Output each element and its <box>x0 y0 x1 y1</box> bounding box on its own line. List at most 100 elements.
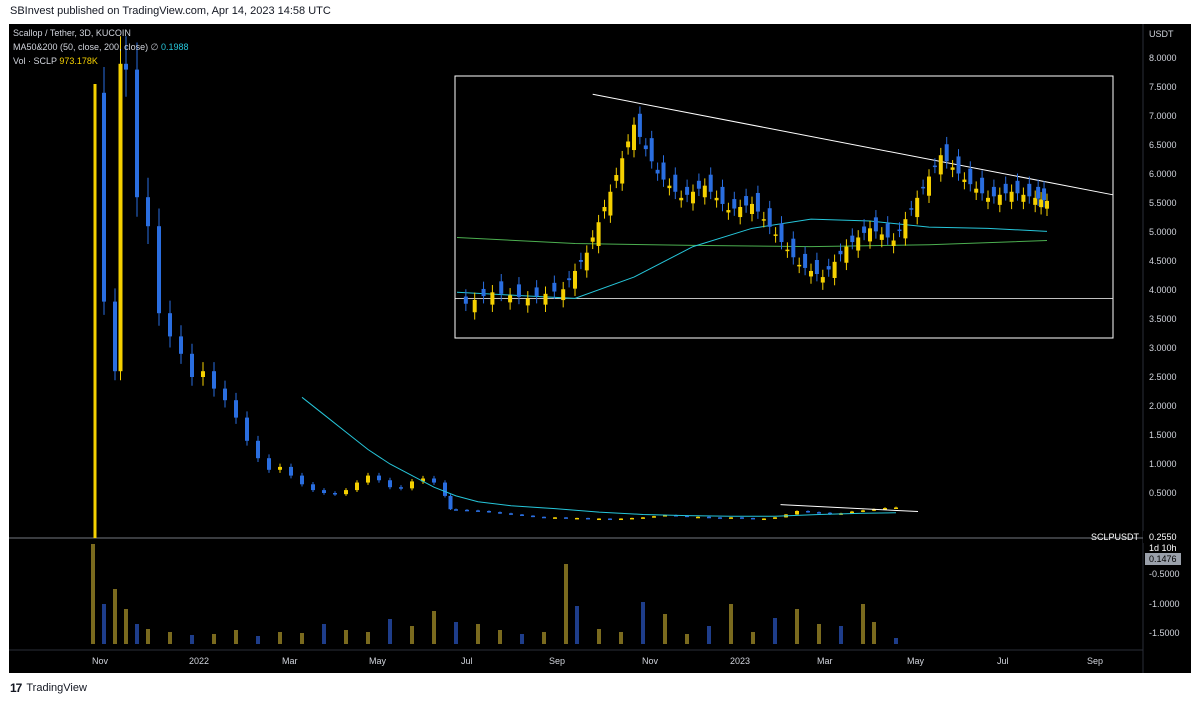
inset-candle-body <box>885 223 890 238</box>
volume-bar <box>542 632 546 644</box>
inset-candle-body <box>956 156 961 174</box>
candle-body <box>278 466 282 470</box>
candle-body <box>168 313 172 337</box>
candle-body <box>619 518 623 521</box>
candle-body <box>773 517 777 519</box>
candle-body <box>883 508 887 510</box>
inset-candle-body <box>696 180 701 189</box>
publish-header: SBInvest published on TradingView.com, A… <box>10 5 331 17</box>
volume-bar <box>124 609 128 644</box>
inset-candle-body <box>481 288 486 297</box>
candle-body <box>465 509 469 512</box>
volume-bar <box>432 611 436 644</box>
volume-bar <box>91 544 95 644</box>
candle-body <box>762 518 766 521</box>
candle-body <box>234 400 238 418</box>
time-tick-label: May <box>369 656 387 666</box>
inset-candle-body <box>614 175 619 181</box>
inset-candle-body <box>708 174 713 192</box>
legend-ma-line[interactable]: MA50&200 (50, close, 200, close) ∅ 0.198… <box>13 40 188 54</box>
inset-candle-body <box>832 261 837 278</box>
price-tick-label: 3.0000 <box>1149 343 1177 353</box>
inset-candle-body <box>525 298 530 306</box>
inset-candle-body <box>637 113 642 137</box>
inset-candle-body <box>803 253 808 268</box>
price-tick-label: 8.0000 <box>1149 53 1177 63</box>
candle-body <box>157 226 161 314</box>
time-tick-label: Sep <box>1087 656 1103 666</box>
inset-candle-body <box>691 191 695 204</box>
volume-bar <box>300 633 304 644</box>
volume-bar <box>212 634 216 644</box>
price-tick-label: 6.5000 <box>1149 140 1177 150</box>
legend-vol-value: 973.178K <box>59 56 98 66</box>
volume-bar <box>795 609 799 644</box>
volume-bar <box>839 626 843 644</box>
main-trendline <box>780 504 919 513</box>
time-tick-label: Jul <box>461 656 473 666</box>
candle-body <box>399 487 403 489</box>
inset-candle-body <box>602 207 607 212</box>
inset-candle-body <box>773 234 778 236</box>
inset-ma50-line <box>456 218 1048 299</box>
publish-text: SBInvest published on TradingView.com, A… <box>10 5 331 17</box>
volume-bar <box>641 602 645 644</box>
candle-body <box>795 510 799 515</box>
inset-panel <box>454 75 1114 339</box>
candle-body <box>366 475 370 483</box>
symbol-tag: SCLPUSDT <box>1091 532 1140 542</box>
volume-bar <box>113 589 117 644</box>
footer-brand[interactable]: TradingView <box>26 682 87 694</box>
price-tick-label: 6.0000 <box>1149 169 1177 179</box>
price-tick-label: 5.5000 <box>1149 198 1177 208</box>
inset-candle-body <box>944 144 949 162</box>
candle-body <box>201 371 205 377</box>
inset-candle-body <box>552 282 557 292</box>
inset-candle-body <box>626 141 631 148</box>
inset-candle-body <box>844 246 849 263</box>
price-tick-label: 4.5000 <box>1149 256 1177 266</box>
candle-body <box>135 69 139 198</box>
candle-body <box>256 440 260 459</box>
candle-body <box>663 515 667 517</box>
inset-candle-body <box>534 287 539 297</box>
candle-body <box>190 353 194 377</box>
inset-candle-body <box>1039 199 1044 208</box>
chart-frame[interactable]: USDT 8.0000 7.5000 7.0000 6.5000 6.0000 5.5000… <box>9 24 1191 673</box>
volume-bar <box>663 614 667 644</box>
inset-candle-body <box>732 199 737 209</box>
candle-body <box>806 510 810 513</box>
candle-body <box>707 516 711 519</box>
inset-candle-body <box>738 207 743 218</box>
inset-candle-body <box>573 270 577 289</box>
volume-bar <box>256 636 260 644</box>
price-tick-label: 4.0000 <box>1149 285 1177 295</box>
inset-candle-body <box>915 197 920 218</box>
candle-body <box>861 510 865 512</box>
inset-candle-body <box>850 235 855 243</box>
chart-canvas[interactable]: USDT 8.0000 7.5000 7.0000 6.5000 6.0000 5.5000… <box>9 24 1191 673</box>
candle-body <box>311 484 315 491</box>
volume-bar <box>861 604 865 644</box>
inset-candle-body <box>499 281 504 294</box>
inset-candle-body <box>826 266 831 270</box>
candle-body <box>608 518 612 521</box>
candle-body <box>652 516 656 518</box>
volume-tick-label: -1.0000 <box>1149 599 1180 609</box>
volume-bar <box>872 622 876 644</box>
tradingview-logo-icon[interactable]: 17 <box>10 681 22 695</box>
legend-symbol-line[interactable]: Scallop / Tether, 3D, KUCOIN <box>13 26 188 40</box>
inset-candle-body <box>720 186 725 204</box>
axis-unit-label: USDT <box>1149 29 1174 39</box>
candle-body <box>267 458 271 470</box>
inset-candle-body <box>744 196 749 206</box>
candle-body <box>212 371 216 389</box>
inset-candle-body <box>755 192 760 212</box>
inset-candle-body <box>921 186 926 189</box>
inset-candle-body <box>649 138 654 162</box>
inset-candle-body <box>791 238 796 258</box>
candle-body <box>448 495 453 510</box>
candle-body <box>828 512 832 515</box>
legend-vol-line[interactable]: Vol · SCLP 973.178K <box>13 54 188 68</box>
candle-body <box>872 509 876 511</box>
